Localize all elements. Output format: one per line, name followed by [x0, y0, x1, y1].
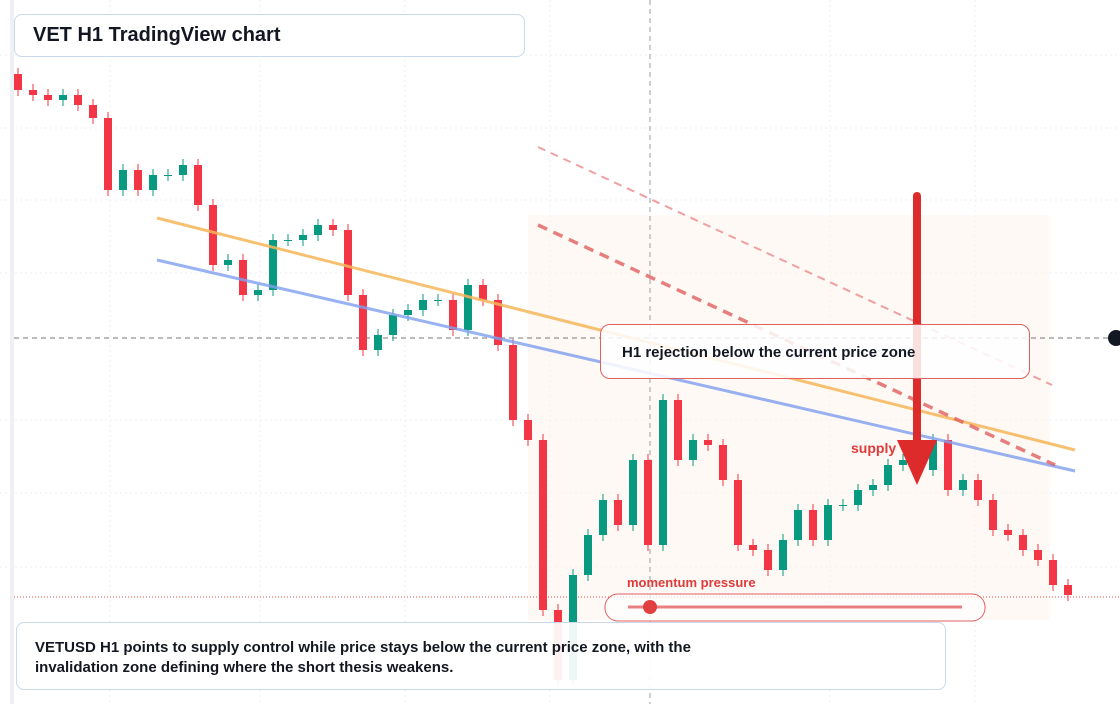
candle-body — [974, 480, 982, 500]
candle-body — [74, 95, 82, 105]
channel-upper — [537, 146, 1053, 386]
candle-body — [44, 95, 52, 100]
callout: H1 rejection below the current price zon… — [600, 324, 1030, 379]
arrow-head — [897, 440, 937, 485]
candle-body — [14, 74, 22, 90]
candle-body — [764, 550, 772, 570]
candle-body — [374, 335, 382, 350]
candle-body — [929, 440, 937, 470]
candle-body — [134, 170, 142, 190]
candle-body — [689, 440, 697, 460]
candle-body — [824, 505, 832, 540]
candle-body — [674, 400, 682, 460]
candle-body — [494, 300, 502, 345]
caption: VETUSD H1 points to supply control while… — [16, 622, 946, 690]
candle-body — [389, 315, 397, 335]
candle-body — [1034, 550, 1042, 560]
candle-body — [479, 285, 487, 300]
candle-body — [254, 290, 262, 295]
candle-body — [104, 118, 112, 190]
candle-body — [149, 175, 157, 190]
candle-body — [29, 90, 37, 95]
candle-body — [59, 95, 67, 100]
candle-body — [809, 510, 817, 540]
candle-body — [1049, 560, 1057, 585]
candle-body — [419, 300, 427, 310]
candle-body — [329, 225, 337, 230]
candle-body — [884, 465, 892, 485]
candle-body — [869, 485, 877, 490]
candle-body — [749, 545, 757, 550]
candle-body — [659, 400, 667, 545]
candle-body — [629, 460, 637, 525]
candle-body — [614, 500, 622, 525]
candle-body — [284, 240, 292, 241]
candle-body — [719, 445, 727, 480]
caption-text: VETUSD H1 points to supply control while… — [35, 639, 691, 676]
candle-body — [599, 500, 607, 535]
candle-body — [584, 535, 592, 575]
candle-body — [449, 300, 457, 330]
candle-body — [944, 440, 952, 490]
candle-body — [539, 440, 547, 610]
candle-body — [209, 205, 217, 265]
momentum-label: momentum pressure — [627, 575, 756, 590]
supply-label: supply — [851, 440, 897, 456]
candle-body — [164, 175, 172, 176]
candle-body — [1064, 585, 1072, 595]
candle-body — [359, 295, 367, 350]
candle-body — [344, 230, 352, 295]
candle-body — [434, 300, 442, 301]
candle-body — [89, 105, 97, 118]
candle-body — [464, 285, 472, 330]
candle-body — [194, 165, 202, 205]
price-badge — [1108, 330, 1120, 346]
candle-body — [524, 420, 532, 440]
candle-body — [854, 490, 862, 505]
candle-body — [119, 170, 127, 190]
candle-body — [704, 440, 712, 445]
edge-strip — [10, 0, 14, 704]
title: VET H1 TradingView chart — [14, 14, 525, 57]
candle-body — [179, 165, 187, 175]
candle-body — [899, 460, 907, 465]
candle-body — [959, 480, 967, 490]
candle-body — [989, 500, 997, 530]
momentum-dot — [643, 600, 657, 614]
candle-body — [224, 260, 232, 265]
zone — [528, 215, 1050, 620]
candle-body — [794, 510, 802, 540]
candle-body — [734, 480, 742, 545]
candle-body — [314, 225, 322, 235]
candle-body — [299, 235, 307, 240]
candle-body — [1019, 535, 1027, 550]
candle-body — [779, 540, 787, 570]
candle-body — [1004, 530, 1012, 535]
candle-body — [839, 505, 847, 506]
channel-line — [537, 223, 1056, 467]
candle-body — [239, 260, 247, 295]
candle-body — [509, 345, 517, 420]
candle-body — [644, 460, 652, 545]
candle-body — [269, 240, 277, 290]
candle-body — [404, 310, 412, 315]
